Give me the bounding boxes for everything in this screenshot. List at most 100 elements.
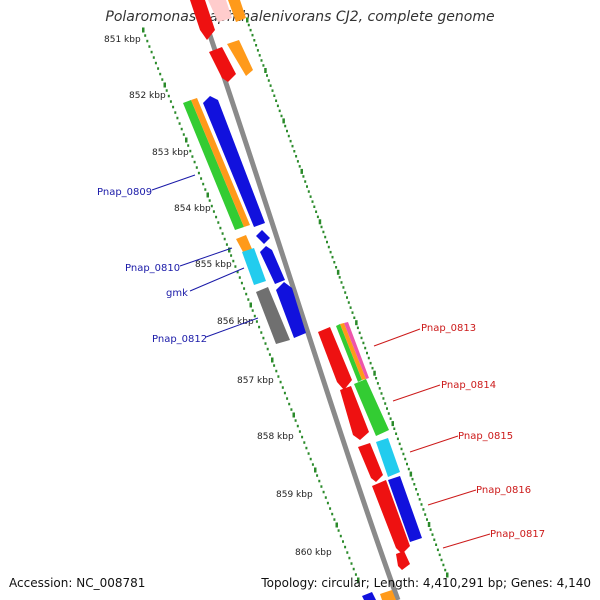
leader-line bbox=[373, 328, 421, 347]
gene-label-pnap-0817[interactable]: Pnap_0817 bbox=[490, 529, 545, 540]
tick-dot bbox=[157, 67, 160, 70]
accession-text: Accession: NC_008781 bbox=[9, 576, 146, 590]
tick-dot bbox=[197, 171, 200, 175]
tick-dot bbox=[208, 199, 211, 202]
gene-pnap-0815-red bbox=[358, 443, 383, 482]
tick-dot bbox=[418, 498, 421, 501]
tick-dot bbox=[281, 386, 284, 389]
tick-dot bbox=[364, 346, 367, 350]
tick-dot bbox=[431, 533, 434, 536]
tick-dot bbox=[347, 301, 350, 304]
tick-dot bbox=[351, 311, 354, 314]
tick-dot bbox=[350, 562, 353, 565]
tick-dot bbox=[193, 160, 196, 164]
leader-line bbox=[427, 489, 477, 506]
tick-dot bbox=[176, 116, 179, 120]
genome-summary-text: Topology: circular; Length: 4,410,291 bp… bbox=[261, 576, 591, 590]
tick-dot bbox=[336, 269, 340, 275]
tick-dot bbox=[234, 265, 237, 268]
tick-dot bbox=[247, 23, 250, 27]
tick-dot bbox=[253, 314, 256, 318]
tick-dot bbox=[238, 276, 241, 279]
tick-dot bbox=[277, 375, 280, 378]
tick-dot bbox=[371, 366, 374, 370]
leader-line bbox=[179, 247, 233, 267]
tick-dot bbox=[148, 45, 151, 48]
tick-dot bbox=[309, 195, 312, 198]
gene-label-pnap-0809[interactable]: Pnap_0809 bbox=[97, 187, 152, 198]
tick-dot bbox=[260, 331, 263, 334]
tick-dot bbox=[329, 507, 332, 510]
tick-dot bbox=[362, 341, 365, 345]
tick-dot bbox=[223, 237, 226, 241]
tick-dot bbox=[266, 347, 269, 351]
tick-dot bbox=[278, 109, 281, 113]
tick-dot bbox=[172, 105, 175, 109]
tick-dot bbox=[245, 292, 248, 296]
tick-dot bbox=[444, 568, 447, 572]
tick-dot bbox=[324, 496, 327, 499]
genome-backbone bbox=[195, 0, 401, 600]
gene-arrow bbox=[209, 47, 236, 82]
tick-dot bbox=[316, 215, 319, 219]
tick-dot bbox=[146, 39, 149, 43]
tick-dot bbox=[302, 175, 305, 178]
tick-dot bbox=[398, 442, 401, 446]
tick-dot bbox=[269, 84, 272, 87]
tick-dot bbox=[315, 210, 318, 213]
tick-dot bbox=[195, 166, 198, 169]
leader-line bbox=[205, 317, 259, 338]
gene-pnap-0816 bbox=[388, 476, 422, 542]
tick-dot bbox=[304, 180, 307, 183]
tick-dot bbox=[367, 356, 370, 360]
tick-label: 858 kbp bbox=[257, 432, 294, 442]
tick-dot bbox=[433, 538, 436, 541]
tick-dot bbox=[327, 245, 330, 249]
tick-dot bbox=[404, 457, 407, 461]
tick-dot bbox=[142, 27, 145, 33]
tick-dot bbox=[307, 190, 310, 193]
tick-dot bbox=[436, 548, 439, 552]
tick-dot bbox=[415, 488, 418, 491]
tick-dot bbox=[249, 302, 252, 308]
tick-dot bbox=[150, 50, 153, 54]
tick-dot bbox=[256, 49, 259, 52]
gene-stripe bbox=[336, 324, 362, 382]
tick-label: 855 kbp bbox=[195, 260, 232, 270]
tick-dot bbox=[326, 240, 328, 244]
tick-dot bbox=[215, 215, 218, 219]
tick-dot bbox=[159, 72, 162, 76]
gene-label-pnap-0812[interactable]: Pnap_0812 bbox=[152, 334, 207, 345]
gene-label-gmk[interactable]: gmk bbox=[166, 288, 188, 299]
gene-bottom bbox=[362, 592, 376, 600]
gene-pnap-0809b bbox=[191, 98, 250, 227]
tick-dot bbox=[326, 501, 329, 505]
tick-dot bbox=[178, 122, 181, 125]
gene-pnap-0813 bbox=[318, 327, 352, 390]
tick-dot bbox=[212, 210, 215, 213]
tick-dot bbox=[267, 79, 270, 82]
tick-dot bbox=[221, 232, 224, 235]
gene-label-pnap-0813[interactable]: Pnap_0813 bbox=[421, 323, 476, 334]
gene-label-pnap-0810[interactable]: Pnap_0810 bbox=[125, 263, 180, 274]
tick-dot bbox=[273, 364, 276, 367]
tick-dot bbox=[217, 221, 220, 224]
gene-arrow bbox=[208, 0, 232, 22]
tick-dot bbox=[228, 247, 231, 253]
gene-label-pnap-0815[interactable]: Pnap_0815 bbox=[458, 431, 513, 442]
tick-dot bbox=[165, 89, 168, 92]
gene-label-pnap-0816[interactable]: Pnap_0816 bbox=[476, 485, 531, 496]
gene-label-pnap-0814[interactable]: Pnap_0814 bbox=[441, 380, 496, 391]
tick-dot bbox=[161, 78, 164, 81]
tick-dot bbox=[407, 467, 410, 471]
leader-line bbox=[189, 267, 245, 292]
tick-dot bbox=[206, 192, 209, 198]
tick-dot bbox=[322, 230, 325, 234]
tick-dot bbox=[232, 259, 235, 263]
tick-dot bbox=[251, 33, 254, 37]
gene-pnap-0815 bbox=[376, 438, 400, 477]
tick-dot bbox=[191, 155, 194, 158]
leader-line bbox=[442, 533, 491, 549]
tick-label: 853 kbp bbox=[152, 148, 189, 158]
tick-dot bbox=[339, 534, 342, 538]
